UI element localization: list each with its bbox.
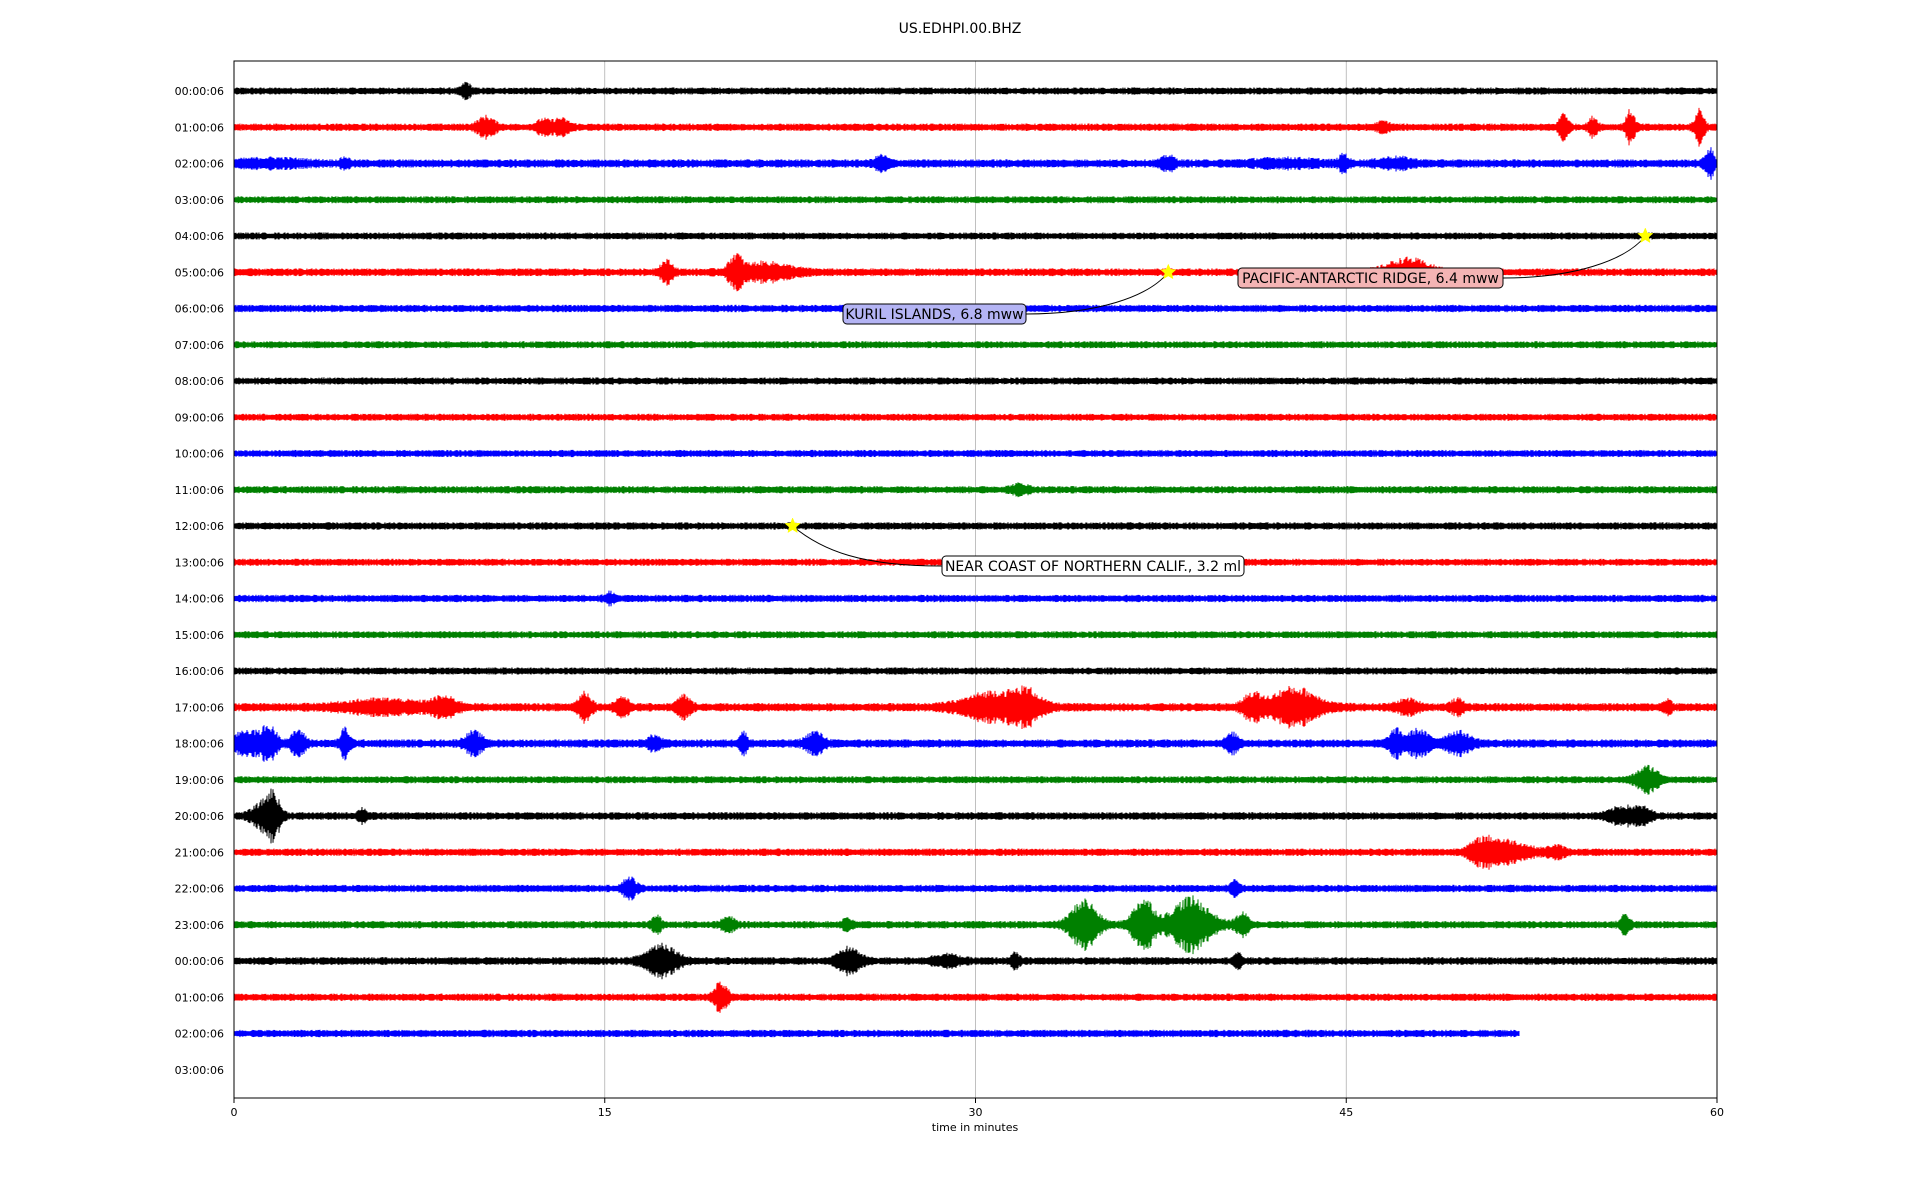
x-axis-label: time in minutes [932,1121,1019,1134]
trace-row-4 [233,232,1718,240]
hour-label-12: 12:00:06 [175,520,224,533]
event-connector-1 [1025,271,1169,315]
hour-label-23: 23:00:06 [175,919,224,932]
chart-title: US.EDHPI.00.BHZ [898,21,1022,37]
hour-label-17: 17:00:06 [175,701,224,714]
event-connector-0 [1502,235,1646,279]
trace-row-20 [233,788,1718,844]
trace-row-16 [233,667,1718,675]
trace-row-8 [233,377,1718,385]
x-tick-label-60: 60 [1710,1106,1724,1119]
event-box-0 [1237,267,1504,289]
hour-label-21: 21:00:06 [175,846,224,859]
hour-label-15: 15:00:06 [175,629,224,642]
hour-label-19: 19:00:06 [175,774,224,787]
x-tick-label-15: 15 [598,1106,612,1119]
trace-row-14 [233,590,1718,607]
hour-label-7: 07:00:06 [175,339,224,352]
trace-row-2 [233,147,1718,180]
trace-row-3 [233,196,1718,204]
hour-label-27: 03:00:06 [175,1064,224,1077]
event-box-2 [941,555,1245,577]
trace-row-24 [233,942,1718,980]
hour-label-9: 09:00:06 [175,411,224,424]
x-tick-label-30: 30 [969,1106,983,1119]
event-star-0 [1637,227,1654,244]
hour-label-14: 14:00:06 [175,593,224,606]
trace-row-23 [233,895,1718,955]
hour-label-26: 02:00:06 [175,1028,224,1041]
event-star-2 [784,517,801,534]
trace-row-7 [233,341,1718,349]
hour-label-10: 10:00:06 [175,448,224,461]
trace-row-15 [233,631,1718,639]
hour-label-1: 01:00:06 [175,121,224,134]
event-label-2: NEAR COAST OF NORTHERN CALIF., 3.2 ml [945,559,1241,575]
hour-label-3: 03:00:06 [175,194,224,207]
event-label-1: KURIL ISLANDS, 6.8 mww [845,307,1023,323]
trace-row-0 [233,81,1718,101]
hour-label-20: 20:00:06 [175,810,224,823]
hour-label-22: 22:00:06 [175,883,224,896]
x-tick-label-0: 0 [231,1106,238,1119]
trace-row-18 [233,725,1718,762]
trace-row-17 [233,685,1718,730]
trace-row-19 [233,764,1718,795]
trace-row-12 [233,522,1718,530]
hour-label-18: 18:00:06 [175,738,224,751]
hour-label-2: 02:00:06 [175,158,224,171]
trace-row-11 [233,482,1718,498]
hour-label-5: 05:00:06 [175,266,224,279]
event-box-1 [842,303,1027,325]
hour-label-8: 08:00:06 [175,375,224,388]
hour-label-6: 06:00:06 [175,303,224,316]
hour-label-24: 00:00:06 [175,955,224,968]
trace-row-25 [233,981,1718,1013]
hour-label-11: 11:00:06 [175,484,224,497]
trace-row-26 [233,1029,1520,1038]
event-label-0: PACIFIC-ANTARCTIC RIDGE, 6.4 mww [1242,271,1499,287]
event-star-1 [1160,263,1177,280]
trace-row-1 [233,107,1718,147]
hour-label-0: 00:00:06 [175,85,224,98]
trace-row-10 [233,449,1718,458]
trace-row-21 [233,834,1718,870]
trace-row-22 [233,876,1718,901]
hour-label-16: 16:00:06 [175,665,224,678]
x-tick-label-45: 45 [1339,1106,1353,1119]
event-connector-2 [792,525,943,567]
hour-label-4: 04:00:06 [175,230,224,243]
hour-label-13: 13:00:06 [175,556,224,569]
hour-label-25: 01:00:06 [175,991,224,1004]
trace-row-9 [233,413,1718,421]
